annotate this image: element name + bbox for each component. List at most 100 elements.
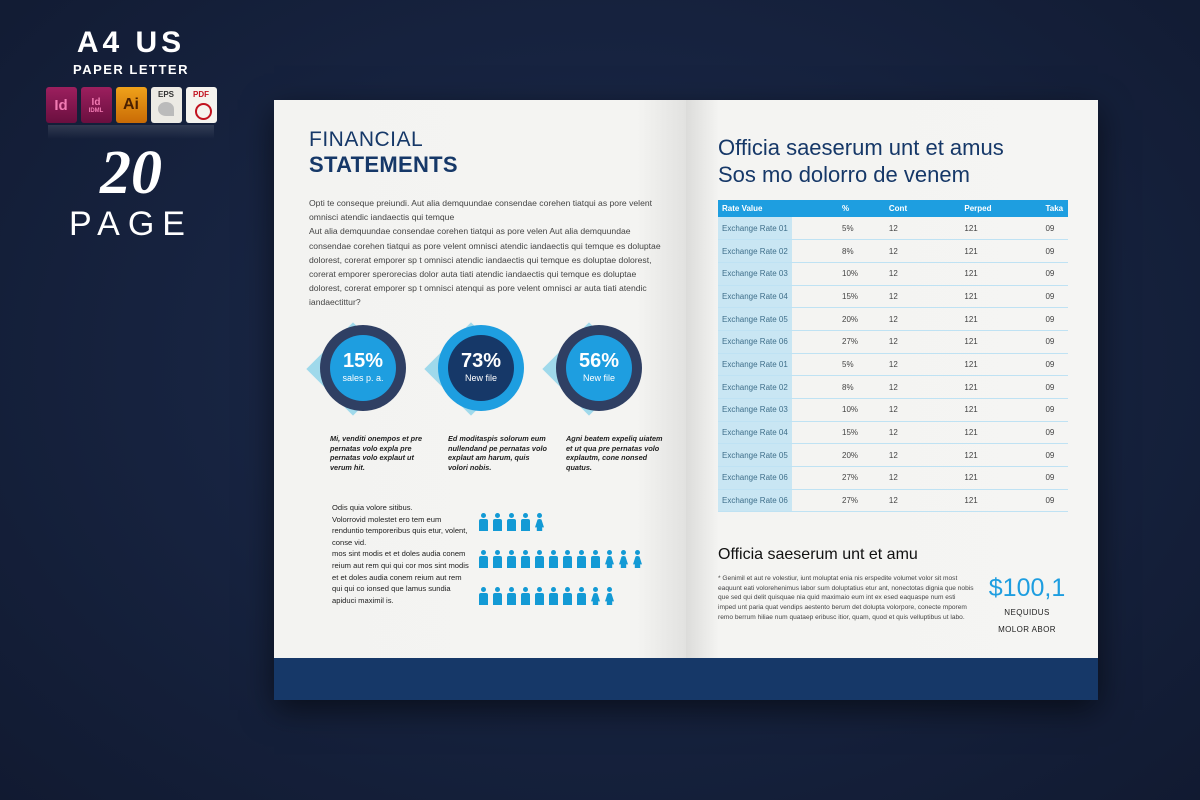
table-cell: 09 <box>997 262 1068 286</box>
table-cell: 121 <box>910 239 998 263</box>
person-icon <box>492 513 503 531</box>
table-cell: 27% <box>792 466 863 490</box>
table-cell: 5% <box>792 353 863 377</box>
table-cell: 09 <box>997 398 1068 422</box>
person-icon <box>534 513 545 531</box>
intro-text: Opti te conseque preiundi. Aut alia demq… <box>309 196 669 310</box>
illustrator-icon: Ai <box>115 87 147 123</box>
infographic-3: 56% New file Agni beatem expeliq uiatem … <box>536 322 663 482</box>
person-icon <box>604 587 615 605</box>
table-cell: Exchange Rate 04 <box>718 421 792 445</box>
table-cell: Exchange Rate 03 <box>718 398 792 422</box>
table-cell: 5% <box>792 217 863 241</box>
table-row: Exchange Rate 02 8% 12 121 09 <box>718 375 1068 399</box>
table-cell: 12 <box>862 239 911 263</box>
eps-icon: EPS <box>150 87 182 123</box>
brochure-spread: FINANCIAL STATEMENTS Opti te conseque pr… <box>274 100 1098 700</box>
person-icon <box>632 550 643 568</box>
table-cell: 121 <box>910 398 998 422</box>
infographic-2: 73% New file Ed moditaspis solorum eum n… <box>418 322 547 482</box>
file-format-icons: Id Id IDML Ai EPS PDF <box>36 87 226 123</box>
table-cell: 8% <box>792 239 863 263</box>
person-icon <box>492 550 503 568</box>
person-icon <box>562 587 573 605</box>
person-icon <box>590 550 601 568</box>
table-cell: Exchange Rate 03 <box>718 262 792 286</box>
table-cell: Exchange Rate 01 <box>718 353 792 377</box>
table-cell: 12 <box>862 217 911 241</box>
person-icon <box>548 587 559 605</box>
infographic-label: sales p. a. <box>342 373 384 383</box>
table-cell: 10% <box>792 262 863 286</box>
people-row <box>478 550 668 568</box>
table-cell: 27% <box>792 489 863 513</box>
person-icon <box>478 587 489 605</box>
infographic-caption: Agni beatem expeliq uiatem et ut qua pre… <box>566 434 663 472</box>
person-icon <box>548 550 559 568</box>
table-cell: 121 <box>910 285 998 309</box>
table-cell: 09 <box>997 285 1068 309</box>
table-cell: 10% <box>792 398 863 422</box>
infographic-caption: Ed moditaspis solorum eum nullendand pe … <box>448 434 547 472</box>
table-cell: 09 <box>997 443 1068 468</box>
table-cell: 121 <box>910 262 998 286</box>
summary-title: Officia saeserum unt et amu <box>718 546 918 563</box>
table-row: Exchange Rate 02 8% 12 121 09 <box>718 239 1068 263</box>
table-row: Exchange Rate 05 20% 12 121 09 <box>718 443 1068 468</box>
icons-reflection <box>48 125 214 139</box>
table-cell: 09 <box>997 330 1068 354</box>
column-header: Perped <box>910 200 998 217</box>
person-icon <box>590 587 601 605</box>
people-description: Odis quia volore sitibus. Volorrovid mol… <box>332 503 469 605</box>
infographic-label: New file <box>582 373 615 383</box>
infographic-value: 73% <box>460 350 502 372</box>
table-cell: Exchange Rate 02 <box>718 375 792 399</box>
table-cell: 12 <box>862 375 911 399</box>
person-icon <box>506 587 517 605</box>
table-row: Exchange Rate 03 10% 12 121 09 <box>718 398 1068 422</box>
rates-title-line-1: Officia saeserum unt et amus <box>718 135 1004 160</box>
column-header: Rate Value <box>718 200 792 217</box>
table-cell: 12 <box>862 353 911 377</box>
price-value: $100,1 <box>988 574 1066 602</box>
people-row <box>478 513 668 531</box>
infographic-value: 15% <box>342 350 384 372</box>
indesign-icon: Id <box>45 87 77 123</box>
right-page: Officia saeserum unt et amus Sos mo dolo… <box>686 100 1098 700</box>
person-icon <box>604 550 615 568</box>
people-row <box>478 587 668 605</box>
table-cell: 15% <box>792 421 863 445</box>
infographic-row: 15% sales p. a. Mi, venditi onempos et p… <box>300 322 680 482</box>
table-cell: 09 <box>997 421 1068 445</box>
people-pictogram <box>478 513 668 624</box>
intro-paragraph-2: Aut alia demquundae consendae corehen ti… <box>309 226 661 308</box>
column-header: % <box>792 200 863 217</box>
idml-icon: Id IDML <box>80 87 112 123</box>
table-row: Exchange Rate 04 15% 12 121 09 <box>718 285 1068 309</box>
table-cell: Exchange Rate 02 <box>718 239 792 263</box>
price-label-2: MOLOR ABOR <box>998 625 1056 634</box>
table-cell: 121 <box>910 375 998 399</box>
table-cell: 121 <box>910 421 998 445</box>
page-count-label: PAGE <box>69 205 193 243</box>
table-cell: 12 <box>862 489 911 513</box>
table-cell: 09 <box>997 375 1068 399</box>
table-cell: 12 <box>862 421 911 445</box>
infographic-label: New file <box>464 373 497 383</box>
table-cell: Exchange Rate 05 <box>718 443 792 468</box>
infographic-caption: Mi, venditi onempos et pre pernatas volo… <box>330 434 423 472</box>
table-cell: 09 <box>997 239 1068 263</box>
table-cell: Exchange Rate 06 <box>718 489 792 513</box>
table-cell: 121 <box>910 217 998 241</box>
table-cell: Exchange Rate 06 <box>718 330 792 354</box>
rates-title: Officia saeserum unt et amus Sos mo dolo… <box>718 134 1004 188</box>
table-cell: 09 <box>997 217 1068 241</box>
progress-core <box>566 335 632 401</box>
person-icon <box>576 587 587 605</box>
progress-core <box>448 335 514 401</box>
person-icon <box>534 587 545 605</box>
table-cell: 121 <box>910 443 998 468</box>
table-cell: 09 <box>997 353 1068 377</box>
person-icon <box>478 550 489 568</box>
table-cell: Exchange Rate 04 <box>718 285 792 309</box>
